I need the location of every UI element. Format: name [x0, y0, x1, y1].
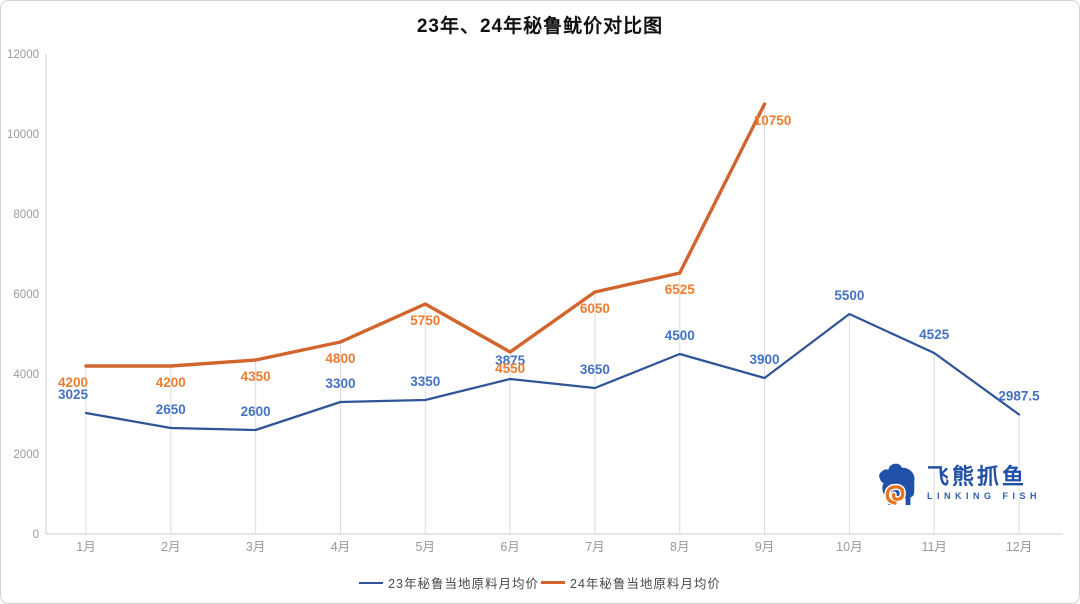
y-axis-tick-label: 6000 [13, 289, 39, 301]
data-label: 3875 [495, 353, 526, 368]
legend-label-2024: 24年秘鲁当地原料月均价 [570, 577, 721, 591]
data-label: 4550 [495, 361, 525, 376]
chart-title: 23年、24年秘鲁鱿价对比图 [416, 16, 664, 37]
y-axis-tick-label: 12000 [7, 49, 39, 61]
x-axis-tick-label: 1月 [76, 540, 95, 554]
x-axis-tick-label: 5月 [416, 540, 435, 554]
x-axis-tick-label: 4月 [331, 540, 350, 554]
legend-label-2023: 23年秘鲁当地原料月均价 [388, 577, 539, 591]
x-axis-tick-label: 2月 [161, 540, 180, 554]
y-axis-tick-label: 0 [33, 529, 39, 541]
legend-line-swatch-2023 [359, 581, 384, 584]
data-label: 4200 [156, 375, 186, 390]
data-label: 2650 [156, 402, 186, 417]
data-label: 6050 [580, 301, 610, 316]
x-axis-tick-label: 3月 [246, 540, 265, 554]
logo-english-name: LINKING FISH [927, 491, 1041, 502]
y-axis-tick-label: 10000 [7, 129, 39, 141]
y-axis-tick-label: 4000 [13, 369, 39, 381]
chart-legend: 23年秘鲁当地原料月均价 24年秘鲁当地原料月均价 [1, 573, 1079, 592]
data-label: 4200 [58, 375, 88, 390]
legend-line-swatch-2024 [541, 580, 565, 585]
x-axis-tick-label: 7月 [585, 540, 604, 554]
data-label: 6525 [665, 282, 696, 297]
data-label: 4500 [665, 328, 695, 343]
legend-item-2023: 23年秘鲁当地原料月均价 [359, 573, 539, 592]
data-label: 3025 [58, 387, 89, 402]
bear-fish-logo-icon [879, 463, 915, 507]
x-axis-tick-label: 10月 [836, 540, 862, 554]
data-label: 3350 [410, 374, 440, 389]
data-label: 2987.5 [998, 389, 1040, 404]
y-axis-tick-label: 8000 [13, 209, 39, 221]
data-label: 4800 [325, 351, 355, 366]
data-label: 4525 [919, 327, 950, 342]
logo-text: 飞熊抓鱼 LINKING FISH [927, 463, 1041, 502]
legend-item-2024: 24年秘鲁当地原料月均价 [541, 573, 721, 592]
data-label: 10750 [754, 113, 792, 128]
x-axis-tick-label: 11月 [921, 540, 946, 554]
x-axis-tick-label: 9月 [755, 540, 774, 554]
data-label: 3300 [325, 376, 355, 391]
data-label: 5750 [410, 313, 440, 328]
logo-chinese-name: 飞熊抓鱼 [927, 463, 1028, 489]
y-axis-tick-label: 2000 [13, 449, 39, 461]
series-line-24 [84, 102, 767, 368]
x-axis-tick-label: 8月 [670, 540, 689, 554]
x-axis-tick-label: 6月 [500, 540, 519, 554]
data-label: 4350 [241, 369, 271, 384]
data-label: 2600 [241, 404, 271, 419]
data-label: 3650 [580, 362, 610, 377]
data-label: 3900 [750, 352, 780, 367]
x-axis-tick-label: 12月 [1006, 540, 1032, 554]
brand-logo: 飞熊抓鱼 LINKING FISH [874, 457, 1041, 509]
data-label: 5500 [834, 288, 864, 303]
series-line-23 [84, 312, 1021, 432]
